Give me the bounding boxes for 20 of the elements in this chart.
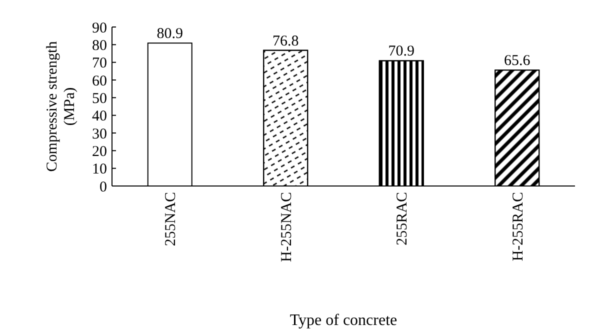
y-tick-label: 0 <box>100 179 107 196</box>
data-label: 65.6 <box>504 53 531 70</box>
x-axis-title: Type of concrete <box>290 312 398 329</box>
y-tick-label: 80 <box>92 38 107 54</box>
data-label: 76.8 <box>272 33 299 50</box>
x-tick-label: H-255NAC <box>278 192 295 262</box>
y-tick-label: 70 <box>92 56 107 72</box>
x-tick-label: 255RAC <box>394 192 411 246</box>
y-tick-label: 30 <box>92 126 107 142</box>
y-tick-label: 90 <box>92 20 107 36</box>
y-tick-label: 50 <box>92 90 107 107</box>
y-tick-label: 40 <box>92 108 107 125</box>
y-tick-label: 20 <box>92 144 107 160</box>
y-tick-label: 10 <box>92 162 107 178</box>
data-label: 70.9 <box>388 44 414 60</box>
data-label: 80.9 <box>156 26 183 42</box>
x-tick-label: H-255RAC <box>510 192 526 262</box>
x-tick-label: 255NAC <box>163 192 180 246</box>
y-axis-title: Compressive strength (MPa) <box>44 40 78 172</box>
y-tick-label: 60 <box>92 73 107 90</box>
